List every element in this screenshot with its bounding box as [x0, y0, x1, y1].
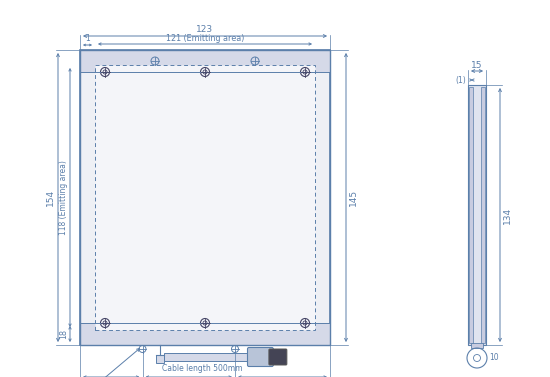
- Text: 123: 123: [196, 26, 213, 35]
- Bar: [164, 353, 249, 361]
- Text: Cable length 500mm: Cable length 500mm: [162, 364, 243, 373]
- Bar: [469, 87, 473, 343]
- Text: 15: 15: [471, 60, 483, 69]
- Bar: [80, 50, 330, 345]
- Bar: [95, 65, 315, 330]
- Bar: [80, 50, 330, 72]
- Text: 10: 10: [489, 354, 499, 363]
- Bar: [80, 50, 330, 345]
- Text: 118 (Emitting area): 118 (Emitting area): [59, 160, 68, 235]
- Bar: [481, 87, 485, 343]
- Text: 154: 154: [46, 189, 55, 206]
- Text: 121 (Emitting area): 121 (Emitting area): [166, 34, 244, 43]
- Bar: [471, 343, 483, 348]
- Text: 134: 134: [503, 207, 512, 224]
- Text: (1): (1): [455, 75, 466, 84]
- FancyBboxPatch shape: [248, 348, 273, 366]
- Bar: [80, 323, 330, 345]
- Text: 18: 18: [59, 329, 68, 339]
- Text: 1: 1: [85, 34, 90, 43]
- FancyBboxPatch shape: [269, 349, 287, 365]
- Text: 145: 145: [349, 189, 358, 206]
- Bar: [468, 85, 486, 345]
- Bar: [156, 355, 164, 363]
